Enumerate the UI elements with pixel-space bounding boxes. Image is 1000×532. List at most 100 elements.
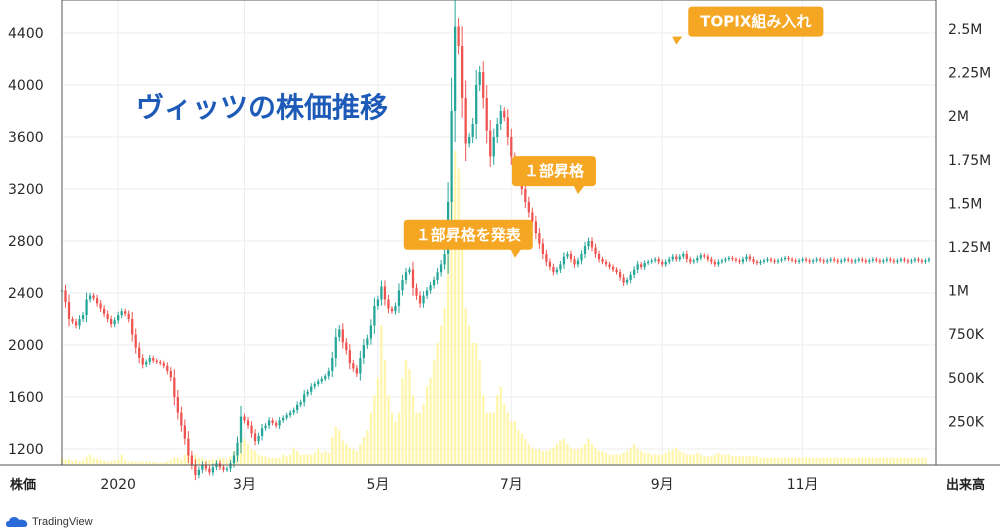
candle-body	[471, 124, 474, 137]
volume-bar	[520, 433, 523, 465]
callout-label: TOPIX組み入れ	[700, 13, 811, 31]
volume-bar	[822, 458, 825, 465]
volume-bar	[857, 458, 860, 465]
volume-bar	[808, 458, 811, 465]
volume-bar	[720, 454, 724, 465]
volume-bar	[134, 461, 137, 465]
candle-body	[64, 290, 67, 303]
candle-body	[657, 259, 660, 262]
candle-body	[425, 290, 429, 296]
volume-bar	[387, 395, 390, 465]
candle-body	[187, 438, 190, 456]
candle-body	[864, 260, 867, 262]
volume-bar	[331, 437, 334, 465]
candle-body	[552, 267, 555, 273]
volume-bar	[453, 151, 457, 465]
candle-body	[654, 259, 657, 261]
candle-body	[573, 259, 576, 265]
volume-bar	[889, 458, 892, 465]
volume-bar	[917, 458, 920, 465]
volume-bar	[281, 454, 285, 465]
candle-body	[468, 137, 471, 144]
volume-bar	[436, 342, 439, 465]
candle-body	[847, 259, 850, 261]
candle-body	[724, 259, 727, 261]
volume-bar	[920, 458, 924, 465]
volume-bar	[299, 454, 302, 465]
volume-bar	[71, 460, 74, 465]
volume-bar	[727, 454, 731, 465]
candle-body	[117, 315, 120, 321]
volume-bar	[471, 342, 474, 465]
volume-bar	[675, 447, 678, 465]
candle-body	[706, 256, 709, 260]
candle-body	[334, 337, 337, 358]
candle-body	[661, 261, 664, 265]
candle-body	[250, 425, 253, 434]
callout-bubble	[511, 156, 596, 195]
candle-body	[692, 260, 695, 262]
candle-body	[629, 274, 632, 280]
candle-body	[776, 260, 780, 262]
candle-body	[625, 280, 629, 283]
volume-bar	[657, 454, 660, 465]
candle-body	[299, 402, 302, 405]
volume-bar	[78, 461, 81, 465]
volume-bar	[776, 458, 780, 465]
candle-body	[394, 306, 397, 312]
volume-bar	[383, 360, 387, 465]
candle-body	[703, 255, 706, 257]
volume-bar	[503, 403, 506, 465]
volume-bar	[338, 430, 341, 465]
candle-body	[432, 280, 436, 286]
volume-bar	[124, 459, 127, 465]
candle-body	[622, 277, 625, 283]
volume-bar	[892, 458, 896, 465]
candle-body	[924, 260, 927, 262]
candle-body	[615, 269, 618, 273]
candle-body	[917, 259, 920, 261]
candle-body	[274, 423, 278, 426]
candle-body	[562, 256, 566, 265]
volume-bar	[854, 458, 857, 465]
branding[interactable]: TradingView	[6, 516, 93, 528]
volume-bar	[622, 452, 625, 465]
volume-bar	[362, 437, 366, 465]
volume-bar	[166, 461, 169, 465]
candle-body	[464, 98, 467, 144]
volume-bar	[394, 421, 397, 465]
candle-body	[324, 376, 327, 379]
candle-body	[176, 397, 179, 413]
volume-bar	[148, 461, 151, 465]
candle-body	[797, 260, 801, 262]
volume-bar	[819, 458, 822, 465]
volume-bar	[548, 449, 552, 465]
volume-bar	[348, 447, 351, 465]
candle-body	[804, 259, 808, 261]
candle-body	[411, 269, 415, 288]
candle-body	[418, 295, 422, 304]
candle-body	[222, 467, 225, 470]
volume-bar	[538, 449, 541, 465]
volume-bar	[643, 452, 646, 465]
volume-bar	[366, 430, 369, 465]
volume-bars	[60, 151, 927, 465]
volume-bar	[271, 458, 274, 465]
candle-body	[169, 371, 172, 378]
volume-bar	[468, 325, 471, 465]
volume-bar	[464, 308, 467, 465]
volume-bar	[762, 458, 766, 465]
candle-body	[271, 420, 274, 423]
candle-body	[829, 259, 832, 261]
candle-body	[211, 467, 215, 473]
volume-bar	[461, 220, 464, 465]
callout-label: １部昇格	[524, 162, 585, 180]
candle-body	[741, 259, 745, 262]
branding-label: TradingView	[32, 516, 93, 528]
volume-bar	[485, 412, 488, 465]
candle-body	[738, 260, 741, 262]
candle-body	[183, 425, 186, 439]
candle-body	[541, 243, 545, 254]
candle-body	[310, 386, 313, 392]
candle-body	[345, 342, 348, 351]
